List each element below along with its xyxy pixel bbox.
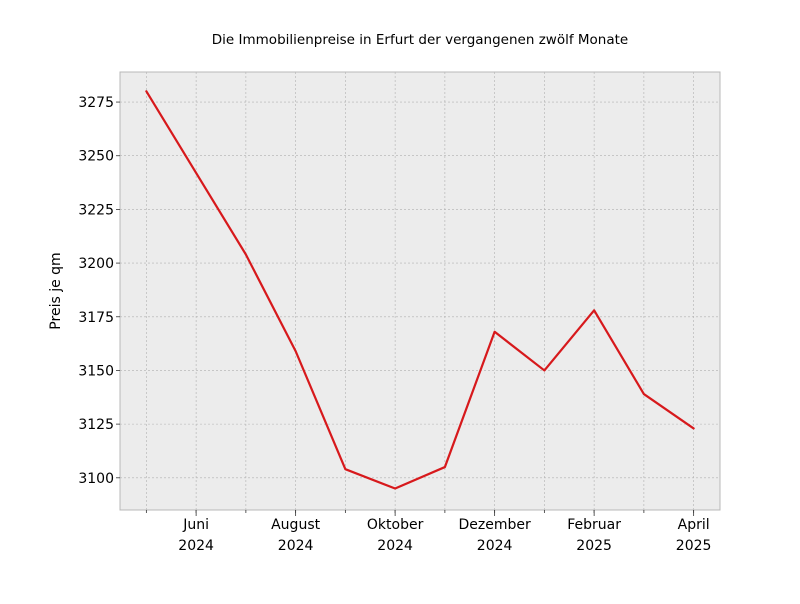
y-tick-label: 3200 [78, 256, 114, 272]
x-tick-label-month: Juni [182, 517, 209, 533]
y-tick-label: 3250 [78, 149, 114, 165]
x-tick-label-month: Dezember [459, 517, 531, 533]
y-tick-label: 3150 [78, 363, 114, 379]
x-tick-label-month: Oktober [367, 517, 424, 533]
x-tick-label-year: 2024 [477, 538, 513, 554]
y-tick-label: 3225 [78, 202, 114, 218]
x-tick-label-year: 2025 [576, 538, 612, 554]
x-tick-label-month: Februar [567, 517, 621, 533]
x-tick-label-year: 2024 [178, 538, 214, 554]
x-tick-label-year: 2025 [676, 538, 712, 554]
x-tick-label-year: 2024 [377, 538, 413, 554]
plot-area [120, 72, 720, 510]
y-tick-label: 3100 [78, 471, 114, 487]
chart-title: Die Immobilienpreise in Erfurt der verga… [212, 32, 628, 48]
y-tick-label: 3125 [78, 417, 114, 433]
y-axis-label: Preis je qm [48, 252, 64, 329]
y-tick-label: 3175 [78, 310, 114, 326]
x-tick-label-month: April [678, 517, 710, 533]
x-tick-label-month: August [271, 517, 321, 533]
y-tick-label: 3275 [78, 95, 114, 111]
x-tick-label-year: 2024 [278, 538, 314, 554]
